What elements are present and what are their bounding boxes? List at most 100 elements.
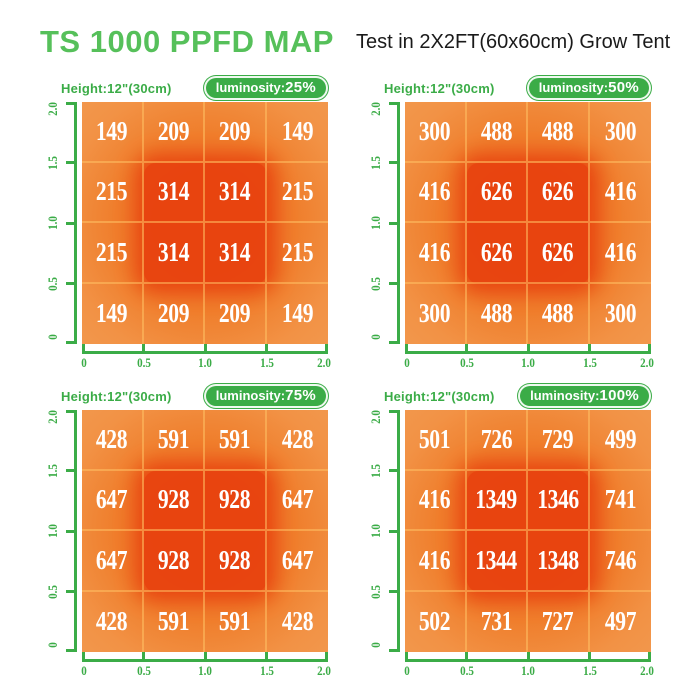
y-axis-tick	[66, 649, 74, 652]
y-axis-label-text: 0.5	[368, 276, 383, 291]
ppfd-value: 741	[604, 484, 637, 515]
ppfd-panel: Height:12"(30cm) luminosity:25% 2.0 1.5 1.…	[33, 76, 331, 372]
ppfd-cell: 741	[589, 471, 651, 531]
ppfd-cell: 502	[405, 591, 467, 652]
ppfd-value: 488	[480, 115, 513, 146]
x-axis: 0 0.5 1.0 1.5 2.0	[404, 652, 654, 680]
x-axis-label: 1.5	[582, 355, 597, 370]
ppfd-value: 928	[219, 544, 251, 575]
y-axis-label-text: 1.5	[45, 463, 60, 478]
panel-header: Height:12"(30cm) luminosity:50%	[356, 76, 651, 100]
luminosity-label: luminosity:	[530, 388, 600, 403]
ppfd-cell: 726	[466, 410, 528, 471]
ppfd-cell: 1348	[528, 531, 590, 592]
x-axis-label: 1.5	[259, 663, 274, 678]
ppfd-heatmap: 428 591 591 428 647 928 928 647 647 928 928 647 428 5…	[82, 410, 328, 652]
x-axis-label: 0	[404, 663, 410, 678]
ppfd-cell: 591	[143, 410, 205, 471]
y-axis-tick	[66, 341, 74, 344]
ppfd-value: 428	[96, 423, 128, 454]
x-axis-label: 2.0	[317, 663, 331, 678]
panel-header: Height:12"(30cm) luminosity:25%	[33, 76, 328, 100]
ppfd-cell: 928	[143, 531, 205, 592]
ppfd-value: 215	[281, 176, 314, 207]
y-axis-tick	[66, 590, 74, 593]
ppfd-value: 300	[419, 298, 451, 329]
ppfd-value: 497	[604, 606, 637, 637]
ppfd-value: 626	[480, 176, 513, 207]
y-axis-tick	[66, 469, 74, 472]
ppfd-cell: 314	[143, 162, 205, 223]
ppfd-cell: 488	[467, 283, 528, 344]
ppfd-value: 928	[219, 484, 251, 515]
ppfd-cell: 626	[528, 162, 590, 223]
height-label: Height:12"(30cm)	[61, 388, 172, 404]
ppfd-cell: 209	[144, 283, 205, 344]
x-axis-label: 1.0	[198, 355, 212, 370]
ppfd-value: 731	[480, 606, 513, 637]
panel-body: 2.0 1.5 1.0 0.5 0 501 726 729 499 416 1349 1346 741…	[356, 410, 651, 652]
ppfd-value: 647	[96, 484, 128, 515]
ppfd-cell: 591	[205, 591, 267, 652]
heatmap-hotspot	[466, 162, 590, 284]
y-axis: 2.0 1.5 1.0 0.5 0	[33, 102, 77, 344]
ppfd-cell: 647	[82, 531, 144, 592]
y-axis-tick	[66, 282, 74, 285]
ppfd-panel: Height:12"(30cm) luminosity:50% 2.0 1.5 1.…	[356, 76, 654, 372]
ppfd-cell: 1349	[466, 470, 528, 531]
y-axis-tick	[389, 469, 397, 472]
y-axis-label-text: 0	[45, 334, 60, 340]
ppfd-cell: 488	[528, 283, 590, 344]
ppfd-value: 314	[157, 176, 190, 207]
ppfd-value: 928	[157, 544, 190, 575]
ppfd-value: 416	[419, 236, 451, 267]
x-axis-label: 1.5	[259, 355, 274, 370]
ppfd-cell: 416	[405, 470, 467, 531]
ppfd-cell: 488	[528, 102, 590, 163]
x-axis-label: 0.5	[459, 355, 474, 370]
ppfd-cell: 428	[267, 592, 329, 653]
ppfd-cell: 626	[466, 223, 528, 284]
y-axis-label-text: 2.0	[45, 410, 60, 424]
ppfd-cell: 727	[528, 591, 590, 652]
x-axis-tick	[648, 652, 651, 659]
ppfd-value: 647	[96, 544, 128, 575]
ppfd-value: 626	[480, 236, 513, 267]
luminosity-badge: luminosity:100%	[518, 384, 651, 408]
y-axis-tick	[389, 649, 397, 652]
ppfd-value: 300	[604, 115, 637, 146]
x-axis-label: 2.0	[640, 663, 654, 678]
y-axis-label-text: 2.0	[368, 102, 383, 116]
ppfd-value: 488	[542, 298, 574, 329]
x-axis-tick	[325, 344, 328, 351]
page-subtitle: Test in 2X2FT(60x60cm) Grow Tent	[356, 31, 671, 53]
x-axis-tick	[203, 652, 207, 659]
heatmap-cells: 300 488 488 300 416 626 626 416 416 626 626 416 300 4…	[405, 102, 651, 344]
x-axis-label: 0.5	[459, 663, 474, 678]
ppfd-value: 149	[96, 115, 128, 146]
x-axis-tick	[142, 652, 145, 659]
ppfd-cell: 416	[405, 162, 467, 223]
ppfd-cell: 729	[528, 410, 590, 471]
y-axis-tick	[66, 161, 74, 164]
ppfd-cell: 149	[82, 102, 144, 163]
luminosity-value: 25%	[285, 79, 316, 96]
y-axis-tick	[66, 529, 74, 533]
ppfd-cell: 501	[405, 410, 467, 471]
y-axis-tick	[389, 410, 397, 413]
y-axis-label-text: 1.0	[45, 524, 60, 538]
x-axis-label: 0	[81, 663, 87, 678]
y-axis-label-text: 0.5	[45, 276, 60, 291]
x-axis-tick	[588, 652, 591, 659]
ppfd-value: 215	[281, 236, 314, 267]
ppfd-value: 416	[419, 484, 451, 515]
ppfd-value: 314	[219, 236, 251, 267]
ppfd-value: 209	[219, 298, 251, 329]
x-axis-tick	[465, 344, 468, 351]
y-axis-tick	[389, 221, 397, 225]
ppfd-cell: 300	[590, 284, 652, 345]
y-axis-label-text: 2.0	[368, 410, 383, 424]
ppfd-value: 416	[419, 176, 451, 207]
ppfd-cell: 497	[590, 592, 652, 653]
